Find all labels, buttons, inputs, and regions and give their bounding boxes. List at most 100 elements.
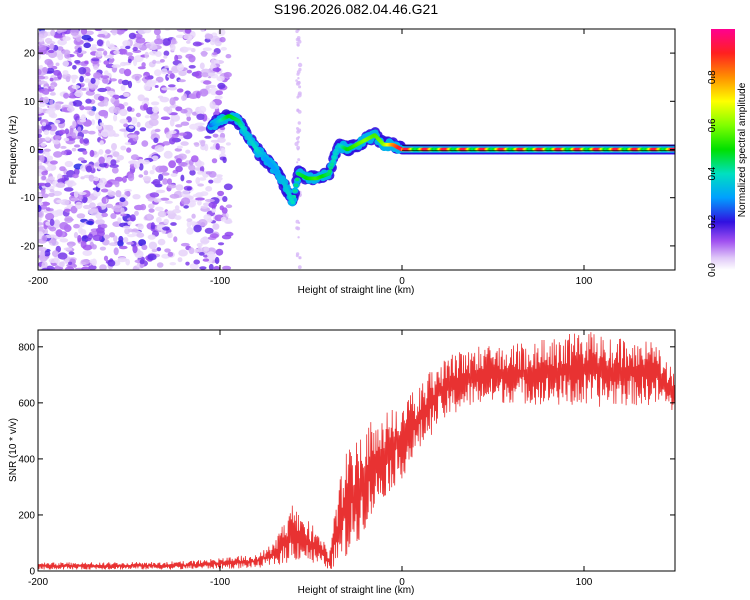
noise-blob: [169, 73, 175, 79]
noise-blob: [118, 78, 123, 85]
noise-blob: [70, 197, 81, 201]
noise-blob: [71, 85, 81, 89]
noise-blob: [196, 113, 205, 121]
spectrogram-x-axis-label: Height of straight line (km): [298, 285, 415, 296]
noise-blob: [163, 106, 171, 112]
noise-blob: [106, 90, 115, 96]
noise-blob: [297, 158, 301, 162]
noise-blob: [157, 210, 167, 218]
noise-blob: [154, 69, 162, 77]
noise-blob: [189, 199, 198, 203]
noise-blob: [170, 44, 176, 51]
noise-blob: [102, 197, 107, 204]
noise-blob: [101, 212, 108, 218]
ridge-core: [332, 155, 337, 160]
noise-blob: [38, 75, 46, 80]
noise-blob: [296, 43, 300, 47]
noise-blob: [211, 208, 216, 213]
noise-blob: [63, 92, 70, 99]
noise-blob: [64, 180, 73, 186]
noise-blob: [160, 116, 171, 120]
noise-blob: [68, 244, 74, 248]
noise-blob: [209, 101, 216, 109]
noise-blob: [191, 155, 199, 163]
noise-blob: [138, 239, 147, 247]
noise-blob: [123, 123, 129, 128]
noise-blob: [53, 221, 60, 229]
noise-blob: [91, 244, 97, 250]
noise-blob: [138, 163, 144, 171]
colorbar-tick-label: 0.2: [707, 214, 718, 228]
noise-blob: [139, 259, 145, 265]
noise-blob: [119, 197, 126, 203]
noise-blob: [49, 188, 55, 193]
noise-blob: [159, 59, 165, 63]
noise-blob: [202, 80, 212, 85]
noise-blob: [173, 236, 178, 243]
noise-blob: [65, 266, 75, 270]
noise-blob: [163, 50, 170, 57]
noise-blob: [206, 218, 213, 223]
noise-blob: [189, 123, 199, 130]
noise-blob: [297, 136, 301, 139]
noise-blob: [116, 154, 125, 161]
noise-blob: [152, 59, 157, 65]
noise-blob: [134, 210, 139, 216]
noise-blob: [54, 265, 60, 270]
noise-blob: [160, 68, 168, 75]
noise-blob: [156, 224, 166, 228]
noise-blob: [73, 231, 79, 239]
noise-blob: [193, 259, 200, 265]
noise-blob: [38, 205, 42, 213]
noise-blob: [143, 170, 149, 176]
noise-blob: [297, 121, 301, 125]
ridge-core: [334, 148, 339, 153]
noise-blob: [71, 132, 76, 139]
noise-blob: [105, 63, 115, 69]
noise-blob: [53, 151, 63, 158]
noise-blob: [38, 133, 42, 138]
noise-blob: [71, 120, 77, 128]
noise-blob: [57, 252, 68, 260]
noise-blob: [164, 248, 171, 253]
noise-blob: [59, 129, 66, 135]
noise-blob: [40, 154, 45, 163]
noise-blob: [48, 49, 55, 54]
noise-blob: [149, 50, 158, 56]
noise-blob: [38, 149, 44, 154]
ridge-core: [292, 189, 298, 193]
noise-blob: [217, 190, 225, 196]
noise-blob: [96, 182, 106, 189]
noise-blob: [136, 232, 145, 238]
colorbar-tick-label: 0.0: [707, 263, 718, 277]
noise-blob: [209, 233, 219, 239]
noise-blob: [122, 225, 130, 229]
noise-blob: [109, 164, 119, 168]
noise-blob: [167, 70, 173, 75]
noise-blob: [110, 213, 117, 219]
noise-blob: [131, 228, 139, 232]
noise-blob: [297, 62, 303, 68]
noise-blob: [72, 100, 83, 107]
noise-blob: [55, 229, 63, 237]
noise-blob: [48, 258, 58, 264]
noise-blob: [128, 32, 136, 40]
noise-blob: [296, 41, 299, 44]
noise-blob: [125, 52, 133, 56]
x-tick-label: -200: [28, 577, 48, 588]
colorbar-tick-label: 0.4: [707, 166, 718, 180]
noise-blob: [65, 75, 71, 83]
noise-blob: [49, 92, 56, 96]
x-tick-label: -100: [210, 577, 230, 588]
noise-blob: [68, 261, 73, 265]
noise-blob: [151, 248, 158, 253]
noise-blob: [198, 177, 207, 181]
noise-blob: [96, 227, 105, 234]
noise-blob: [175, 158, 182, 164]
noise-blob: [216, 75, 225, 82]
noise-blob: [167, 251, 174, 257]
spectrogram-noise-field: [38, 29, 303, 270]
noise-blob: [38, 247, 47, 252]
noise-blob: [225, 142, 231, 146]
noise-blob: [215, 90, 223, 96]
